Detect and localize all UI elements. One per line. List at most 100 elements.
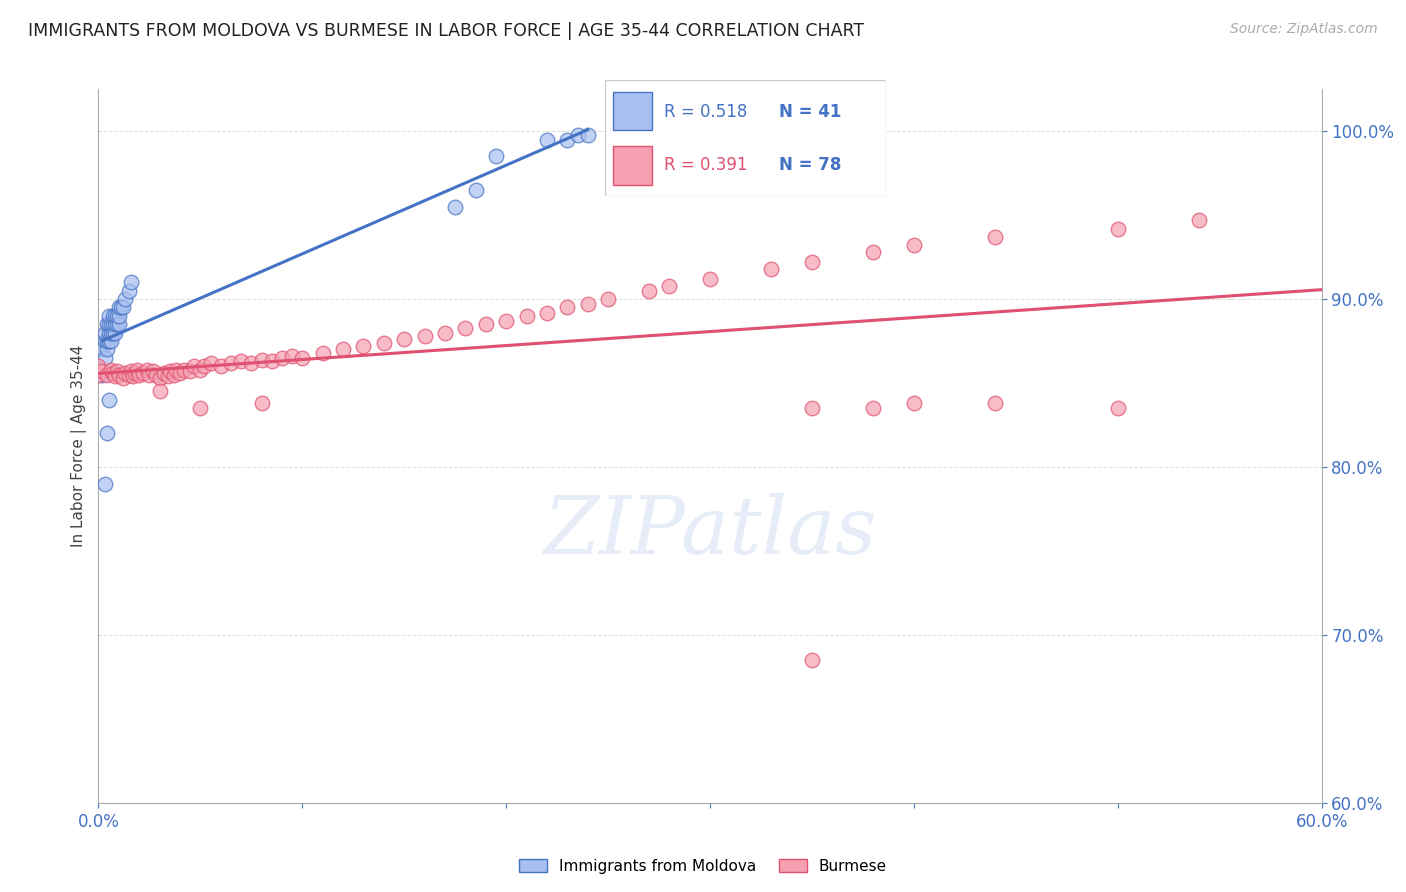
Point xyxy=(281,349,304,363)
Point xyxy=(118,368,141,382)
Point xyxy=(536,305,558,319)
Point xyxy=(352,339,374,353)
Point xyxy=(149,371,172,385)
Point xyxy=(576,297,599,311)
Point xyxy=(120,275,142,289)
Point xyxy=(555,132,579,146)
Point xyxy=(219,356,242,370)
Point xyxy=(96,426,118,441)
Text: ZIPatlas: ZIPatlas xyxy=(543,493,877,570)
Point xyxy=(801,401,824,416)
Point xyxy=(173,362,195,376)
Point xyxy=(149,384,172,399)
Point xyxy=(1107,401,1129,416)
Point xyxy=(105,318,128,332)
Point xyxy=(862,401,884,416)
Bar xyxy=(613,146,652,185)
Point xyxy=(111,371,134,385)
Point xyxy=(101,366,124,380)
Point xyxy=(464,183,486,197)
Point xyxy=(250,396,273,410)
Text: N = 41: N = 41 xyxy=(779,103,841,120)
Point xyxy=(200,356,222,370)
Point xyxy=(903,238,925,252)
Point xyxy=(699,272,721,286)
Point xyxy=(291,351,314,365)
Point xyxy=(100,362,122,376)
Point xyxy=(104,309,127,323)
Point xyxy=(485,149,508,163)
Point xyxy=(132,366,155,380)
Y-axis label: In Labor Force | Age 35-44: In Labor Force | Age 35-44 xyxy=(72,345,87,547)
Point xyxy=(93,326,115,340)
Point xyxy=(127,362,149,376)
Point xyxy=(801,255,824,269)
Point xyxy=(91,343,114,357)
Point xyxy=(97,392,120,407)
Point xyxy=(97,309,120,323)
Point xyxy=(209,359,232,374)
Point xyxy=(97,318,120,332)
Point xyxy=(93,351,115,365)
Point xyxy=(576,128,599,142)
Point xyxy=(1188,213,1211,227)
Point xyxy=(179,364,201,378)
Point xyxy=(862,245,884,260)
Text: IMMIGRANTS FROM MOLDOVA VS BURMESE IN LABOR FORCE | AGE 35-44 CORRELATION CHART: IMMIGRANTS FROM MOLDOVA VS BURMESE IN LA… xyxy=(28,22,865,40)
Point xyxy=(163,368,186,382)
Point xyxy=(91,368,114,382)
Point xyxy=(105,309,128,323)
Point xyxy=(761,261,783,276)
Text: R = 0.518: R = 0.518 xyxy=(664,103,747,120)
Point xyxy=(495,314,517,328)
Point xyxy=(105,364,128,378)
Point xyxy=(91,364,114,378)
Point xyxy=(104,318,127,332)
Point xyxy=(136,362,159,376)
Point xyxy=(100,334,122,348)
Point xyxy=(87,368,110,382)
FancyBboxPatch shape xyxy=(605,80,886,196)
Point xyxy=(801,653,824,667)
Point xyxy=(128,368,150,382)
Point xyxy=(373,335,395,350)
Point xyxy=(231,354,253,368)
Point xyxy=(536,132,558,146)
Point xyxy=(169,366,191,380)
Point xyxy=(142,364,165,378)
Point xyxy=(120,364,142,378)
Point xyxy=(145,368,167,382)
Point xyxy=(108,301,131,315)
Point xyxy=(474,318,498,332)
Point xyxy=(114,366,136,380)
Point xyxy=(96,334,118,348)
Point xyxy=(97,334,120,348)
Point xyxy=(138,368,160,382)
Point xyxy=(122,369,145,384)
Point xyxy=(434,326,457,340)
Point xyxy=(159,364,181,378)
Point xyxy=(270,351,294,365)
Point xyxy=(101,309,124,323)
Point xyxy=(903,396,925,410)
Point xyxy=(250,352,273,367)
Point xyxy=(100,326,122,340)
Point xyxy=(567,128,589,142)
Point xyxy=(165,362,187,376)
Point xyxy=(312,346,335,360)
Point xyxy=(637,284,661,298)
Point xyxy=(100,318,122,332)
Point xyxy=(96,368,118,382)
Point xyxy=(984,396,1007,410)
Point xyxy=(104,326,127,340)
Point xyxy=(110,301,132,315)
Text: N = 78: N = 78 xyxy=(779,156,841,174)
Point xyxy=(332,343,354,357)
Point xyxy=(658,278,681,293)
Point xyxy=(87,359,110,374)
Point xyxy=(156,369,179,384)
Point xyxy=(188,401,212,416)
Point xyxy=(114,292,136,306)
Point xyxy=(240,356,263,370)
Point xyxy=(93,476,115,491)
